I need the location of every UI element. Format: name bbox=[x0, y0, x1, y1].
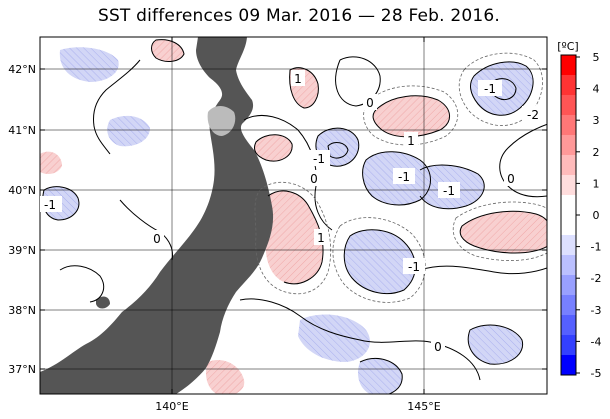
colorbar-cell bbox=[561, 55, 576, 76]
colorbar-cell bbox=[561, 315, 576, 336]
colorbar-cell bbox=[561, 215, 576, 236]
colorbar-tick-label: 0 bbox=[593, 209, 600, 222]
contour-label: 1 bbox=[294, 72, 302, 86]
colorbar: [ºC] 5 4 3 2 1 0 -1 -2 -3 -4 -5 bbox=[557, 40, 601, 380]
lat-label: 42°N bbox=[8, 63, 36, 76]
colorbar-tick-label: 4 bbox=[593, 83, 600, 96]
lat-label: 37°N bbox=[8, 363, 36, 376]
contour-label: -1 bbox=[313, 152, 325, 166]
contour-label: -1 bbox=[44, 198, 56, 212]
contour-label: -1 bbox=[398, 170, 410, 184]
colorbar-tick-label: 1 bbox=[593, 177, 600, 190]
contour-labels: 1 0 -1 -2 -1 1 -1 -1 -1 0 0 -1 1 0 0 bbox=[40, 70, 544, 354]
map-title: SST differences 09 Mar. 2016 — 28 Feb. 2… bbox=[97, 6, 501, 26]
colorbar-tick-label: -4 bbox=[591, 335, 602, 348]
colorbar-cell bbox=[561, 235, 576, 256]
colorbar-cell bbox=[561, 155, 576, 176]
lon-label: 140°E bbox=[155, 400, 188, 413]
contour-label: 0 bbox=[434, 340, 442, 354]
colorbar-cell bbox=[561, 295, 576, 316]
contour-label: 1 bbox=[317, 231, 325, 245]
lat-label: 41°N bbox=[8, 124, 36, 137]
plot-frame bbox=[39, 36, 548, 395]
colorbar-cell bbox=[561, 355, 576, 376]
colorbar-cell bbox=[561, 175, 576, 196]
colorbar-cell bbox=[561, 135, 576, 156]
colorbar-cell bbox=[561, 335, 576, 356]
colorbar-tick-label: -5 bbox=[591, 367, 602, 380]
contour-label: -1 bbox=[484, 82, 496, 96]
colorbar-tick-label: -3 bbox=[591, 304, 602, 317]
colorbar-tick-label: -2 bbox=[591, 272, 602, 285]
graticule bbox=[40, 37, 547, 394]
contour-label: 0 bbox=[366, 96, 374, 110]
colorbar-cell bbox=[561, 195, 576, 216]
lat-label: 38°N bbox=[8, 304, 36, 317]
contour-label: -1 bbox=[443, 184, 455, 198]
land-masses bbox=[40, 37, 274, 394]
longitude-labels: 140°E 145°E bbox=[155, 400, 440, 413]
colorbar-cell bbox=[561, 275, 576, 296]
colorbar-unit: [ºC] bbox=[557, 40, 578, 53]
contour-label: -2 bbox=[527, 108, 539, 122]
contour-label: 0 bbox=[310, 172, 318, 186]
lat-label: 40°N bbox=[8, 184, 36, 197]
colorbar-cell bbox=[561, 95, 576, 116]
colorbar-tick-label: -1 bbox=[591, 241, 602, 254]
colorbar-cell bbox=[561, 115, 576, 136]
colorbar-tick-label: 5 bbox=[593, 51, 600, 64]
contour-label: 0 bbox=[507, 172, 515, 186]
contour-label: -1 bbox=[408, 260, 420, 274]
latitude-labels: 42°N 41°N 40°N 39°N 38°N 37°N bbox=[8, 63, 36, 376]
contour-label: 1 bbox=[407, 134, 415, 148]
lon-label: 145°E bbox=[407, 400, 440, 413]
colorbar-tick-label: 3 bbox=[593, 114, 600, 127]
colorbar-cell bbox=[561, 255, 576, 276]
colorbar-cell bbox=[561, 75, 576, 96]
lat-label: 39°N bbox=[8, 244, 36, 257]
frame-ticks bbox=[40, 37, 547, 394]
contour-label: 0 bbox=[153, 232, 161, 246]
colorbar-tick-label: 2 bbox=[593, 146, 600, 159]
